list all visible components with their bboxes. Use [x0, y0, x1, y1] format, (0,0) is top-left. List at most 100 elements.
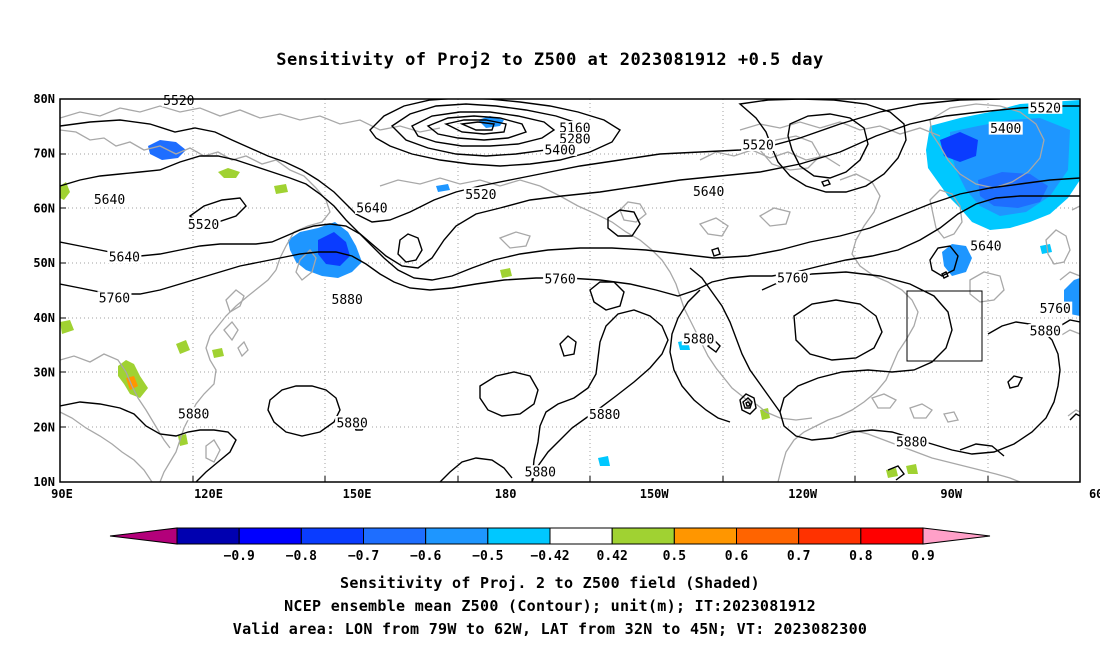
colorbar-label: −0.8	[286, 549, 317, 564]
shade-positive-pacific3	[760, 408, 770, 420]
colorbar-swatch	[487, 527, 551, 545]
caption-line-3: Valid area: LON from 79W to 62W, LAT fro…	[232, 620, 868, 638]
lon-tick-label: 150E	[343, 487, 372, 501]
contour-label: 5760	[777, 271, 808, 286]
shade-negative-small4	[1040, 244, 1052, 254]
lon-tick-label: 150W	[640, 487, 670, 501]
colorbar-label: −0.6	[410, 549, 441, 564]
colorbar-label: −0.7	[348, 549, 379, 564]
contour-label: 5400	[990, 122, 1021, 137]
lon-tick-label: 90W	[940, 487, 962, 501]
contour-label: 5520	[188, 218, 219, 233]
colorbar-low-triangle	[109, 527, 178, 545]
contour-label-bg	[543, 142, 578, 156]
shade-negative-arctic-blob	[478, 116, 504, 128]
contour-label: 5880	[589, 408, 620, 423]
contour-label-bg	[92, 192, 127, 206]
colorbar-high-triangle	[922, 527, 991, 545]
colorbar-label: 0.6	[725, 549, 749, 564]
lat-tick-label: 20N	[33, 420, 55, 434]
lat-tick-label: 30N	[33, 366, 55, 380]
contour-label-bg	[354, 200, 389, 214]
contour-label: 5640	[693, 185, 724, 200]
contour-label-bg	[1038, 301, 1073, 315]
contour-label: 5760	[99, 292, 130, 307]
lon-tick-label: 120W	[788, 487, 818, 501]
lon-tick-label: 60W	[1089, 487, 1100, 501]
contour-label-bg	[161, 93, 196, 107]
contour-label: 5640	[970, 240, 1001, 255]
lat-tick-label: 70N	[33, 147, 55, 161]
coastlines	[60, 103, 1080, 482]
contour-label-bg	[463, 187, 498, 201]
colorbar-swatch	[798, 527, 862, 545]
lat-tick-label: 80N	[33, 92, 55, 106]
contour-label-bg	[1028, 100, 1063, 114]
lat-tick-label: 60N	[33, 201, 55, 215]
map-frame	[59, 98, 1081, 483]
contour-label: 5880	[896, 436, 927, 451]
contour-label: 5400	[544, 143, 575, 158]
contour-label: 5880	[336, 416, 367, 431]
contour-labels: 5520564055205640576056405880516052805400…	[92, 93, 1073, 481]
colorbar-swatch	[549, 527, 613, 545]
colorbar-swatch	[673, 527, 737, 545]
colorbar-swatch	[425, 527, 489, 545]
contour-label: 5880	[525, 466, 556, 481]
shade-positive-sa	[906, 464, 918, 474]
contour-label-bg	[176, 407, 211, 421]
shade-negative-small2	[598, 456, 610, 466]
colorbar-label: −0.9	[224, 549, 255, 564]
contour-label-bg	[523, 465, 558, 479]
contour-label-bg	[691, 184, 726, 198]
contour-label-bg	[330, 292, 365, 306]
contour-label-bg	[97, 291, 132, 305]
tick-marks	[60, 153, 989, 482]
contour-label-bg	[557, 121, 592, 135]
contour-label: 5520	[163, 94, 194, 109]
contour-label: 5520	[742, 139, 773, 154]
colorbar-swatch	[860, 527, 924, 545]
lat-tick-label: 50N	[33, 256, 55, 270]
contour-label: 5880	[332, 293, 363, 308]
shade-negative-kamchatka-core	[318, 232, 350, 266]
contour-label: 5520	[465, 188, 496, 203]
shade-negative-greenland-core	[940, 132, 978, 162]
contour-label-bg	[335, 415, 370, 429]
colorbar-swatch	[736, 527, 800, 545]
contour-label: 5640	[356, 201, 387, 216]
colorbar-label: −0.5	[472, 549, 503, 564]
colorbar: −0.9 −0.8 −0.7 −0.6 −0.5 −0.42 0.42 0.5 0.6 0.7 0.…	[109, 527, 991, 564]
lat-tick-label: 10N	[33, 475, 55, 489]
lon-tick-label: 90E	[51, 487, 73, 501]
lat-tick-label: 40N	[33, 311, 55, 325]
colorbar-label: 0.5	[663, 549, 686, 564]
lon-tick-label: 180	[495, 487, 517, 501]
colorbar-swatch	[363, 527, 427, 545]
axis-labels: 90E 120E 150E 180 150W 120W 90W 60W 10N 20N 30N 40N…	[33, 92, 1100, 501]
contour-label-bg	[587, 407, 622, 421]
colorbar-label: 0.8	[849, 549, 873, 564]
shade-positive-pacific1	[274, 184, 288, 194]
colorbar-swatch	[300, 527, 365, 545]
shade-positive-caribbean	[886, 468, 898, 478]
contour-label-bg	[988, 121, 1023, 135]
colorbar-label: −0.42	[530, 549, 569, 564]
contour-label-bg	[968, 239, 1003, 253]
lon-tick-label: 120E	[194, 487, 223, 501]
contour-label: 5520	[1030, 101, 1061, 116]
contour-label-bg	[186, 217, 221, 231]
chart-title: Sensitivity of Proj2 to Z500 at 20230819…	[276, 50, 824, 70]
shade-positive-asia4	[176, 340, 190, 354]
colorbar-swatch	[611, 527, 675, 545]
shade-positive-left-edge	[60, 320, 74, 334]
contour-label: 5880	[178, 408, 209, 423]
colorbar-swatch	[176, 527, 240, 545]
contour-label: 5640	[109, 251, 140, 266]
contour-label-bg	[543, 272, 578, 286]
contour-label: 5760	[544, 273, 575, 288]
colorbar-label: 0.42	[597, 549, 628, 564]
contour-label-bg	[894, 435, 929, 449]
contour-label-bg	[557, 131, 592, 145]
